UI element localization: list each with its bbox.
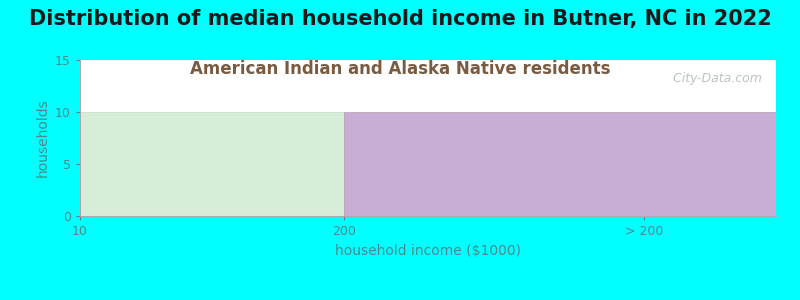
Y-axis label: households: households xyxy=(35,99,50,177)
X-axis label: household income ($1000): household income ($1000) xyxy=(335,244,521,258)
Bar xyxy=(80,112,345,216)
Text: American Indian and Alaska Native residents: American Indian and Alaska Native reside… xyxy=(190,60,610,78)
Text: City-Data.com: City-Data.com xyxy=(666,73,762,85)
Text: Distribution of median household income in Butner, NC in 2022: Distribution of median household income … xyxy=(29,9,771,29)
Bar xyxy=(345,112,776,216)
